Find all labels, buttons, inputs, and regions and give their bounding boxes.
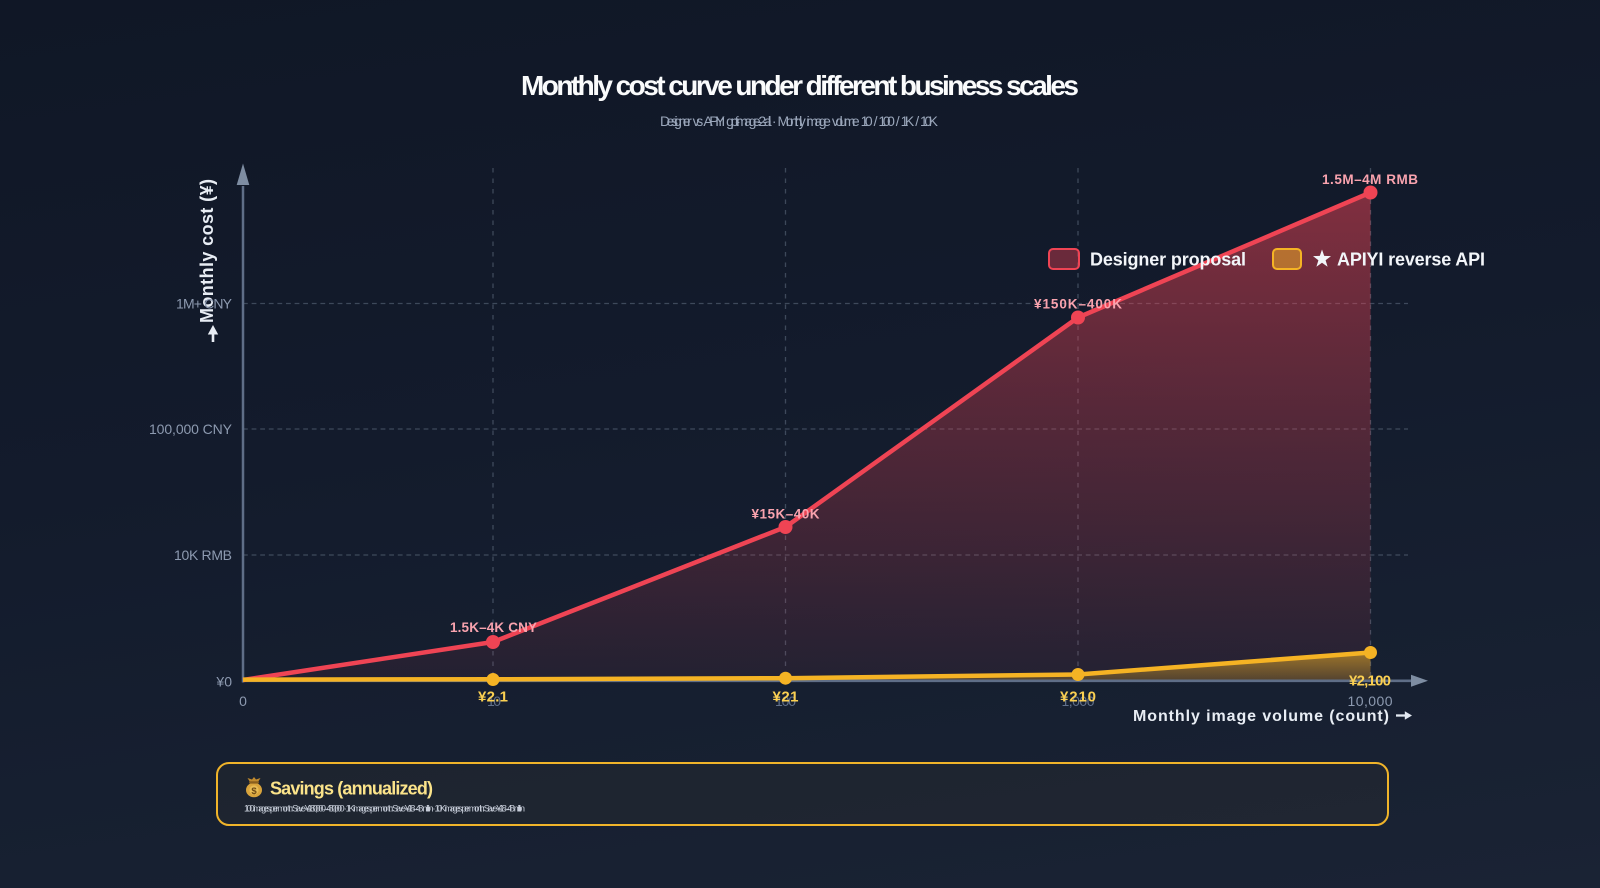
svg-text:¥21: ¥21: [773, 689, 799, 706]
svg-text:¥2.1: ¥2.1: [478, 689, 508, 706]
svg-text:1.5M–4M RMB: 1.5M–4M RMB: [1322, 172, 1418, 187]
svg-text:10,000: 10,000: [1348, 693, 1393, 709]
svg-text:10: 10: [487, 693, 501, 709]
svg-text:Designer proposal: Designer proposal: [1090, 250, 1246, 270]
svg-text:0: 0: [239, 693, 247, 709]
svg-text:1,000: 1,000: [1062, 693, 1095, 709]
svg-text:¥210: ¥210: [1060, 689, 1096, 706]
svg-text:Designer vs APIYI gpt-image-2-: Designer vs APIYI gpt-image-2-all · Mont…: [660, 113, 939, 129]
svg-text:Savings (annualized): Savings (annualized): [270, 779, 433, 799]
svg-text:¥2,100: ¥2,100: [1349, 673, 1391, 690]
svg-text:¥15K–40K: ¥15K–40K: [752, 507, 820, 522]
svg-text:100: 100: [775, 693, 796, 709]
svg-text:$: $: [251, 786, 257, 797]
svg-text:Monthly cost (¥): Monthly cost (¥): [197, 179, 217, 323]
svg-text:¥0: ¥0: [215, 674, 232, 690]
svg-text:100 images per month: Save ¥18: 100 images per month: Save ¥180,000–480,…: [244, 804, 525, 815]
svg-text:Monthly cost curve under diffe: Monthly cost curve under different busin…: [521, 70, 1079, 101]
svg-text:APIYI reverse API: APIYI reverse API: [1337, 250, 1485, 270]
svg-text:1.5K–4K CNY: 1.5K–4K CNY: [450, 620, 537, 635]
svg-text:10K RMB: 10K RMB: [174, 547, 232, 563]
svg-text:100,000 CNY: 100,000 CNY: [149, 421, 233, 437]
svg-text:1M+ CNY: 1M+ CNY: [176, 296, 233, 312]
svg-text:¥150K–400K: ¥150K–400K: [1034, 297, 1122, 312]
svg-text:Monthly image volume (count): Monthly image volume (count): [1133, 708, 1389, 725]
